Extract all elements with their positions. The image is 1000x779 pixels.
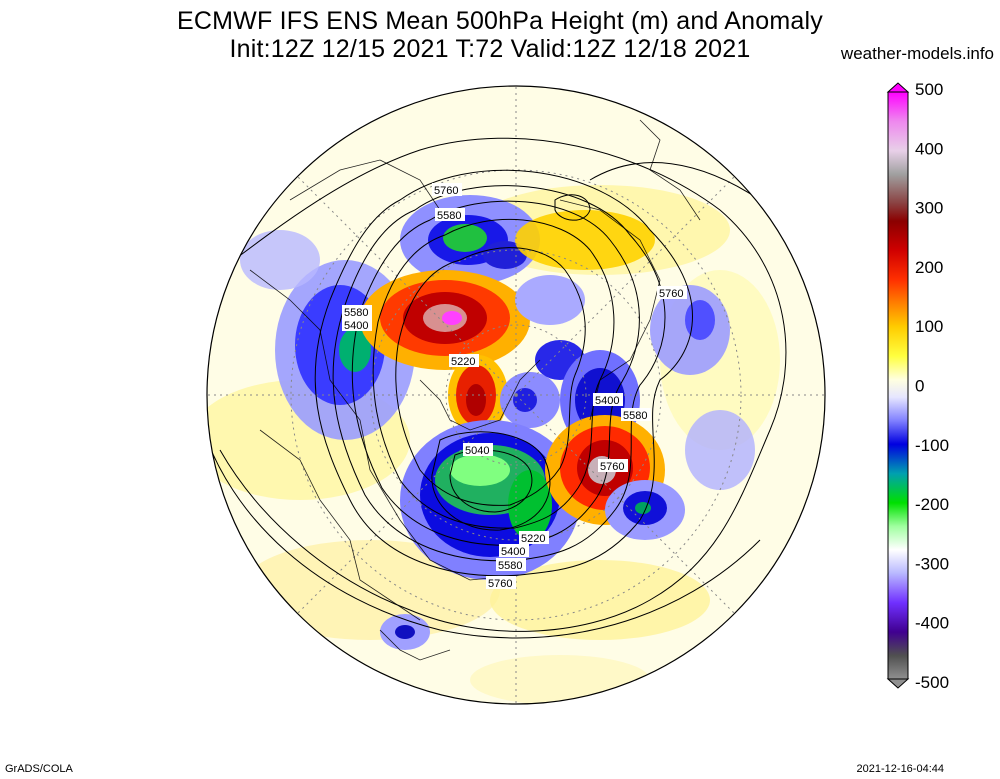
- contour-label: 5040: [463, 443, 493, 457]
- svg-text:5220: 5220: [451, 356, 475, 368]
- contour-label: 5580: [435, 208, 465, 222]
- map-border: [206, 85, 826, 705]
- colorbar-bottom-arrow: [886, 678, 910, 689]
- svg-text:5760: 5760: [434, 185, 458, 197]
- contour-label: 5220: [449, 354, 479, 368]
- colorbar-tick-label: -200: [915, 495, 949, 514]
- anomaly-shading: [207, 86, 825, 704]
- contour-labels: 5760 5580 5580 5400 5220 5760 5400 5580 …: [342, 183, 687, 590]
- svg-text:5400: 5400: [595, 395, 619, 407]
- contour-label: 5400: [593, 393, 623, 407]
- contour-label: 5580: [342, 305, 372, 319]
- svg-text:5580: 5580: [498, 560, 522, 572]
- svg-text:5220: 5220: [521, 533, 545, 545]
- colorbar-tick-label: 200: [915, 258, 943, 277]
- source-label: weather-models.info: [840, 44, 994, 63]
- svg-text:5760: 5760: [488, 578, 512, 590]
- svg-text:5580: 5580: [344, 307, 368, 319]
- chart-title: ECMWF IFS ENS Mean 500hPa Height (m) and…: [177, 7, 823, 35]
- colorbar-tick-label: -300: [915, 554, 949, 573]
- colorbar-tick-label: 100: [915, 317, 943, 336]
- colorbar-tick-label: -100: [915, 436, 949, 455]
- svg-text:5760: 5760: [600, 461, 624, 473]
- svg-text:5040: 5040: [465, 445, 489, 457]
- contour-label: 5760: [598, 459, 628, 473]
- contour-label: 5760: [432, 183, 462, 197]
- svg-text:5400: 5400: [501, 546, 525, 558]
- footer-timestamp: 2021-12-16-04:44: [856, 763, 944, 775]
- footer-software-label: GrADS/COLA: [5, 763, 73, 775]
- colorbar-tick-label: -400: [915, 614, 949, 633]
- svg-text:5760: 5760: [659, 288, 683, 300]
- contour-label: 5760: [657, 286, 687, 300]
- colorbar-ticks: 500 400 300 200 100 0 -100 -200 -300 -400 -500: [915, 80, 949, 692]
- contour-label: 5760: [486, 576, 516, 590]
- colorbar-top-arrow: [886, 82, 910, 93]
- colorbar-tick-label: 0: [915, 377, 924, 396]
- colorbar-tick-label: 500: [915, 80, 943, 99]
- contour-label: 5400: [499, 544, 529, 558]
- colorbar-tick-label: 300: [915, 199, 943, 218]
- contour-label: 5220: [519, 531, 549, 545]
- contour-label: 5400: [342, 318, 372, 332]
- contour-label: 5580: [621, 408, 651, 422]
- chart-subtitle: Init:12Z 12/15 2021 T:72 Valid:12Z 12/18…: [229, 35, 751, 63]
- colorbar-bar: [887, 91, 909, 680]
- svg-text:5580: 5580: [623, 410, 647, 422]
- colorbar: 500 400 300 200 100 0 -100 -200 -300 -400 -500: [886, 80, 949, 692]
- colorbar-tick-label: -500: [915, 673, 949, 692]
- svg-text:5400: 5400: [344, 320, 368, 332]
- colorbar-tick-label: 400: [915, 139, 943, 158]
- contour-label: 5580: [496, 558, 526, 572]
- svg-text:5580: 5580: [437, 210, 461, 222]
